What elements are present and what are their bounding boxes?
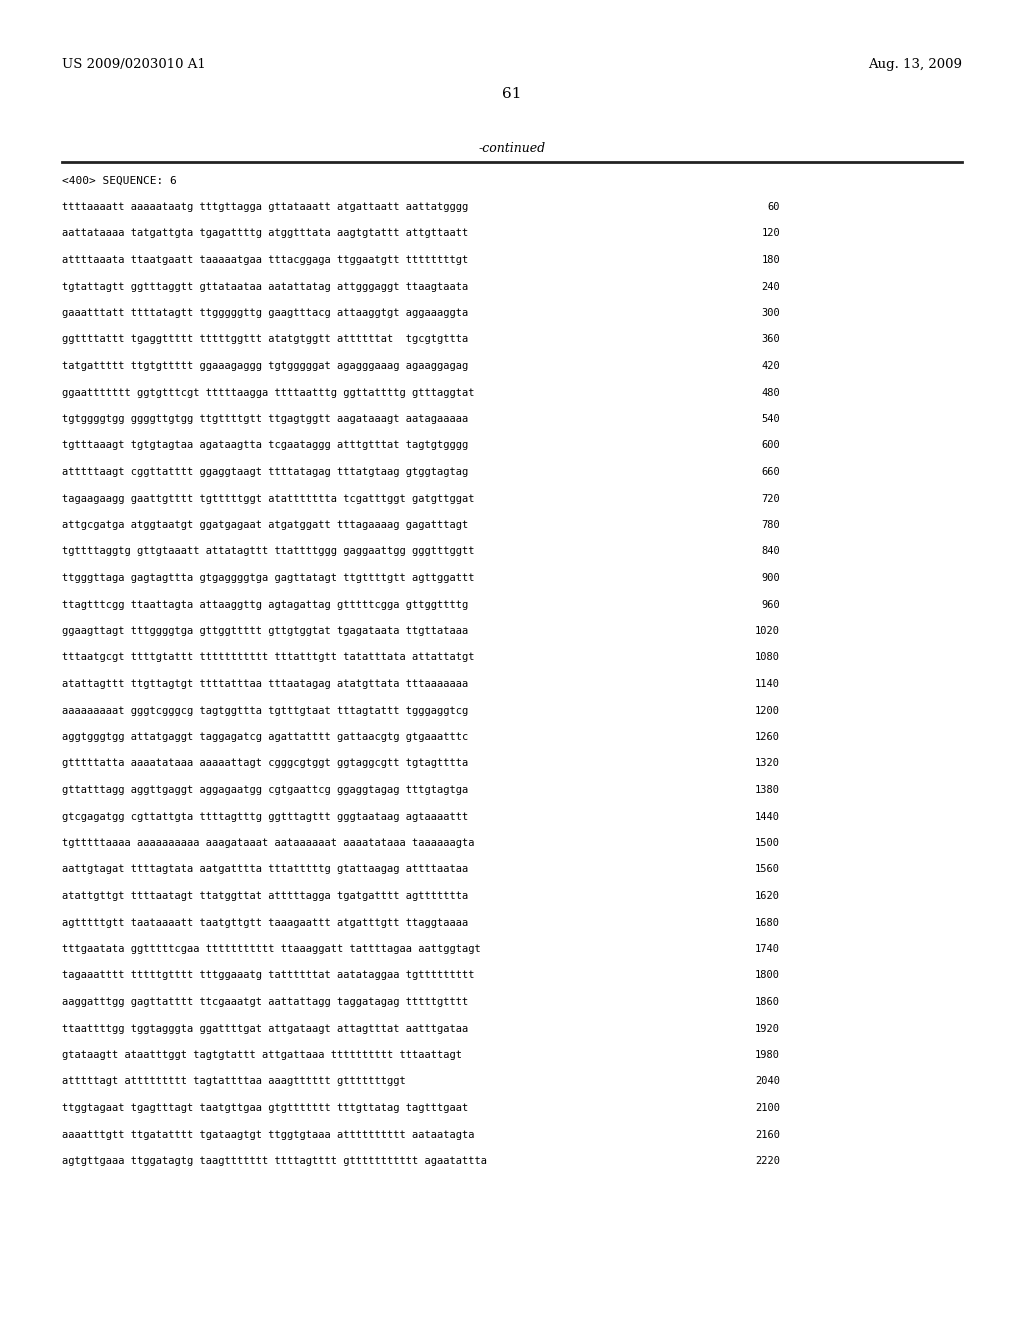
Text: gttatttagg aggttgaggt aggagaatgg cgtgaattcg ggaggtagag tttgtagtga: gttatttagg aggttgaggt aggagaatgg cgtgaat…: [62, 785, 468, 795]
Text: aaggatttgg gagttatttt ttcgaaatgt aattattagg taggatagag tttttgtttt: aaggatttgg gagttatttt ttcgaaatgt aattatt…: [62, 997, 468, 1007]
Text: atttttaagt cggttatttt ggaggtaagt ttttatagag tttatgtaag gtggtagtag: atttttaagt cggttatttt ggaggtaagt ttttata…: [62, 467, 468, 477]
Text: tagaagaagg gaattgtttt tgtttttggt atattttttta tcgatttggt gatgttggat: tagaagaagg gaattgtttt tgtttttggt atatttt…: [62, 494, 474, 503]
Text: aattgtagat ttttagtata aatgatttta tttatttttg gtattaagag attttaataa: aattgtagat ttttagtata aatgatttta tttattt…: [62, 865, 468, 874]
Text: 1440: 1440: [755, 812, 780, 821]
Text: 780: 780: [761, 520, 780, 531]
Text: 900: 900: [761, 573, 780, 583]
Text: ttaattttgg tggtagggta ggattttgat attgataagt attagtttat aatttgataa: ttaattttgg tggtagggta ggattttgat attgata…: [62, 1023, 468, 1034]
Text: 1680: 1680: [755, 917, 780, 928]
Text: US 2009/0203010 A1: US 2009/0203010 A1: [62, 58, 206, 71]
Text: aggtgggtgg attatgaggt taggagatcg agattatttt gattaacgtg gtgaaatttc: aggtgggtgg attatgaggt taggagatcg agattat…: [62, 733, 468, 742]
Text: 600: 600: [761, 441, 780, 450]
Text: gtttttatta aaaatataaa aaaaattagt cgggcgtggt ggtaggcgtt tgtagtttta: gtttttatta aaaatataaa aaaaattagt cgggcgt…: [62, 759, 468, 768]
Text: 1620: 1620: [755, 891, 780, 902]
Text: ttagtttcgg ttaattagta attaaggttg agtagattag gtttttcgga gttggttttg: ttagtttcgg ttaattagta attaaggttg agtagat…: [62, 599, 468, 610]
Text: tatgattttt ttgtgttttt ggaaagaggg tgtgggggat agagggaaag agaaggagag: tatgattttt ttgtgttttt ggaaagaggg tgtgggg…: [62, 360, 468, 371]
Text: gtataagtt ataatttggt tagtgtattt attgattaaa tttttttttt tttaattagt: gtataagtt ataatttggt tagtgtattt attgatta…: [62, 1049, 462, 1060]
Text: 1980: 1980: [755, 1049, 780, 1060]
Text: 1860: 1860: [755, 997, 780, 1007]
Text: 1560: 1560: [755, 865, 780, 874]
Text: 2100: 2100: [755, 1104, 780, 1113]
Text: 60: 60: [768, 202, 780, 213]
Text: aaaatttgtt ttgatatttt tgataagtgt ttggtgtaaa atttttttttt aataatagta: aaaatttgtt ttgatatttt tgataagtgt ttggtgt…: [62, 1130, 474, 1139]
Text: agtttttgtt taataaaatt taatgttgtt taaagaattt atgatttgtt ttaggtaaaa: agtttttgtt taataaaatt taatgttgtt taaagaa…: [62, 917, 468, 928]
Text: 660: 660: [761, 467, 780, 477]
Text: gaaatttatt ttttatagtt ttgggggttg gaagtttacg attaaggtgt aggaaaggta: gaaatttatt ttttatagtt ttgggggttg gaagttt…: [62, 308, 468, 318]
Text: 1800: 1800: [755, 970, 780, 981]
Text: 1200: 1200: [755, 705, 780, 715]
Text: aattataaaa tatgattgta tgagattttg atggtttata aagtgtattt attgttaatt: aattataaaa tatgattgta tgagattttg atggttt…: [62, 228, 468, 239]
Text: atattagttt ttgttagtgt ttttatttaa tttaatagag atatgttata tttaaaaaaa: atattagttt ttgttagtgt ttttatttaa tttaata…: [62, 678, 468, 689]
Text: tgtttttaaaa aaaaaaaaaa aaagataaat aataaaaaat aaaatataaa taaaaaagta: tgtttttaaaa aaaaaaaaaa aaagataaat aataaa…: [62, 838, 474, 847]
Text: atttttagt attttttttt tagtattttaa aaagtttttt gtttttttggt: atttttagt attttttttt tagtattttaa aaagttt…: [62, 1077, 406, 1086]
Text: 420: 420: [761, 360, 780, 371]
Text: 2160: 2160: [755, 1130, 780, 1139]
Text: 1920: 1920: [755, 1023, 780, 1034]
Text: aaaaaaaaat gggtcgggcg tagtggttta tgtttgtaat tttagtattt tgggaggtcg: aaaaaaaaat gggtcgggcg tagtggttta tgtttgt…: [62, 705, 468, 715]
Text: 2040: 2040: [755, 1077, 780, 1086]
Text: ttggtagaat tgagtttagt taatgttgaa gtgttttttt tttgttatag tagtttgaat: ttggtagaat tgagtttagt taatgttgaa gtgtttt…: [62, 1104, 468, 1113]
Text: 480: 480: [761, 388, 780, 397]
Text: gtcgagatgg cgttattgta ttttagtttg ggtttagttt gggtaataag agtaaaattt: gtcgagatgg cgttattgta ttttagtttg ggtttag…: [62, 812, 468, 821]
Text: 1080: 1080: [755, 652, 780, 663]
Text: 120: 120: [761, 228, 780, 239]
Text: 1740: 1740: [755, 944, 780, 954]
Text: ttttaaaatt aaaaataatg tttgttagga gttataaatt atgattaatt aattatgggg: ttttaaaatt aaaaataatg tttgttagga gttataa…: [62, 202, 468, 213]
Text: 1500: 1500: [755, 838, 780, 847]
Text: 300: 300: [761, 308, 780, 318]
Text: 240: 240: [761, 281, 780, 292]
Text: 720: 720: [761, 494, 780, 503]
Text: ggaagttagt tttggggtga gttggttttt gttgtggtat tgagataata ttgttataaa: ggaagttagt tttggggtga gttggttttt gttgtgg…: [62, 626, 468, 636]
Text: 960: 960: [761, 599, 780, 610]
Text: 2220: 2220: [755, 1156, 780, 1166]
Text: atattgttgt ttttaatagt ttatggttat atttttagga tgatgatttt agttttttta: atattgttgt ttttaatagt ttatggttat attttta…: [62, 891, 468, 902]
Text: 840: 840: [761, 546, 780, 557]
Text: tttaatgcgt ttttgtattt ttttttttttt tttatttgtt tatatttata attattatgt: tttaatgcgt ttttgtattt ttttttttttt tttatt…: [62, 652, 474, 663]
Text: 360: 360: [761, 334, 780, 345]
Text: attttaaata ttaatgaatt taaaaatgaa tttacggaga ttggaatgtt ttttttttgt: attttaaata ttaatgaatt taaaaatgaa tttacgg…: [62, 255, 468, 265]
Text: 1320: 1320: [755, 759, 780, 768]
Text: -continued: -continued: [478, 143, 546, 154]
Text: tgtttaaagt tgtgtagtaa agataagtta tcgaataggg atttgtttat tagtgtgggg: tgtttaaagt tgtgtagtaa agataagtta tcgaata…: [62, 441, 468, 450]
Text: tttgaatata ggtttttcgaa ttttttttttt ttaaaggatt tattttagaa aattggtagt: tttgaatata ggtttttcgaa ttttttttttt ttaaa…: [62, 944, 480, 954]
Text: Aug. 13, 2009: Aug. 13, 2009: [868, 58, 962, 71]
Text: ggttttattt tgaggttttt tttttggttt atatgtggtt attttttat  tgcgtgttta: ggttttattt tgaggttttt tttttggttt atatgtg…: [62, 334, 468, 345]
Text: ttgggttaga gagtagttta gtgaggggtga gagttatagt ttgttttgtt agttggattt: ttgggttaga gagtagttta gtgaggggtga gagtta…: [62, 573, 474, 583]
Text: 180: 180: [761, 255, 780, 265]
Text: 1380: 1380: [755, 785, 780, 795]
Text: 540: 540: [761, 414, 780, 424]
Text: 1020: 1020: [755, 626, 780, 636]
Text: tgtattagtt ggtttaggtt gttataataa aatattatag attgggaggt ttaagtaata: tgtattagtt ggtttaggtt gttataataa aatatta…: [62, 281, 468, 292]
Text: agtgttgaaa ttggatagtg taagttttttt ttttagtttt gttttttttttt agaatattta: agtgttgaaa ttggatagtg taagttttttt ttttag…: [62, 1156, 487, 1166]
Text: attgcgatga atggtaatgt ggatgagaat atgatggatt tttagaaaag gagatttagt: attgcgatga atggtaatgt ggatgagaat atgatgg…: [62, 520, 468, 531]
Text: tagaaatttt tttttgtttt tttggaaatg tattttttat aatataggaa tgttttttttt: tagaaatttt tttttgtttt tttggaaatg tattttt…: [62, 970, 474, 981]
Text: 1140: 1140: [755, 678, 780, 689]
Text: <400> SEQUENCE: 6: <400> SEQUENCE: 6: [62, 176, 177, 186]
Text: tgtggggtgg ggggttgtgg ttgttttgtt ttgagtggtt aagataaagt aatagaaaaa: tgtggggtgg ggggttgtgg ttgttttgtt ttgagtg…: [62, 414, 468, 424]
Text: tgttttaggtg gttgtaaatt attatagttt ttattttggg gaggaattgg gggtttggtt: tgttttaggtg gttgtaaatt attatagttt ttattt…: [62, 546, 474, 557]
Text: ggaattttttt ggtgtttcgt tttttaagga ttttaatttg ggttattttg gtttaggtat: ggaattttttt ggtgtttcgt tttttaagga ttttaa…: [62, 388, 474, 397]
Text: 1260: 1260: [755, 733, 780, 742]
Text: 61: 61: [502, 87, 522, 102]
